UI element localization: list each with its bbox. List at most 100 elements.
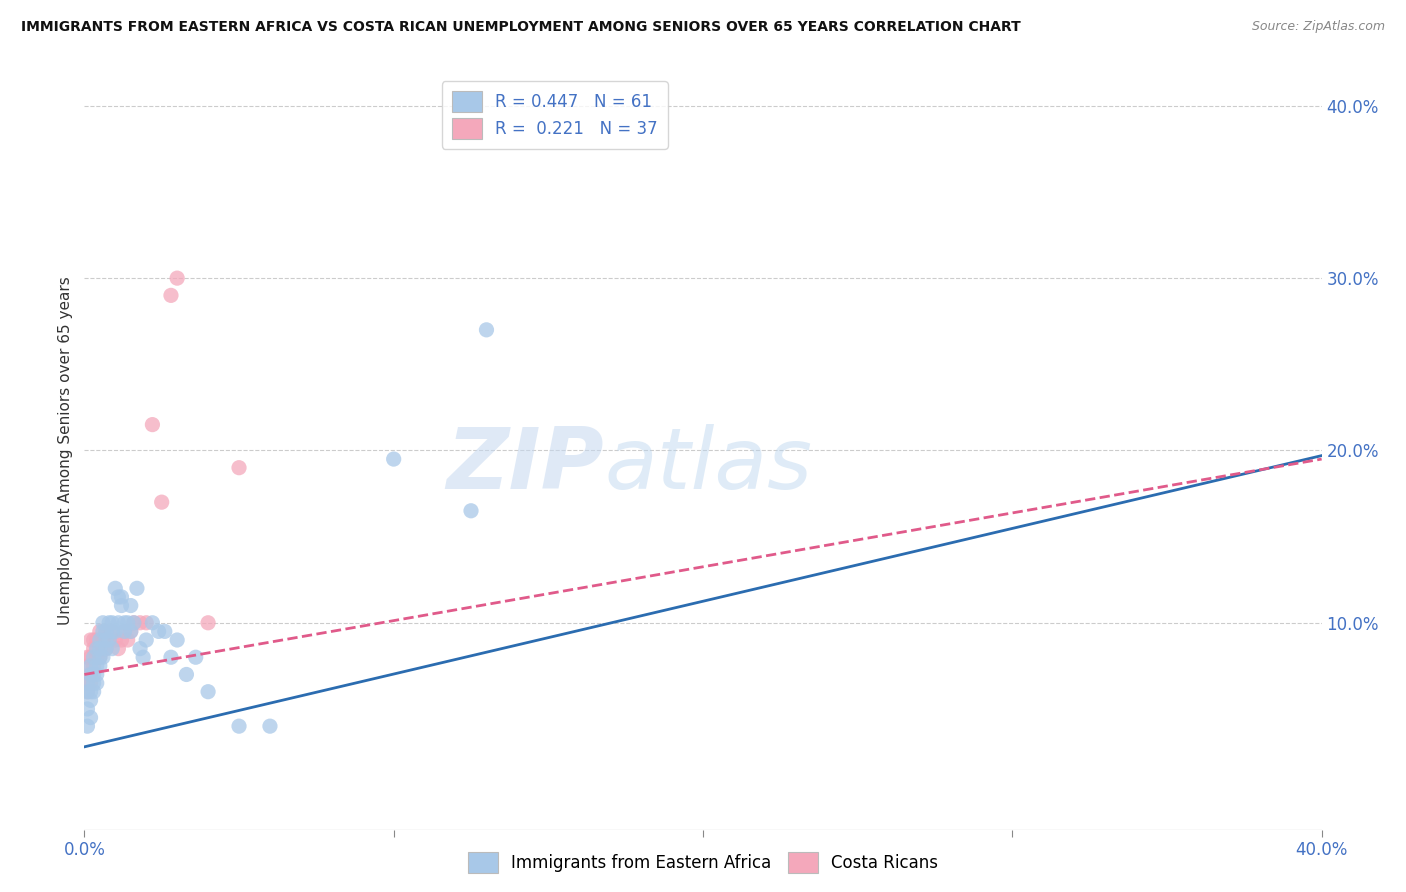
Point <box>89 641 111 656</box>
Point <box>91 624 114 639</box>
Point <box>104 624 127 639</box>
Point <box>83 633 105 648</box>
Point <box>91 615 114 630</box>
Point <box>86 641 108 656</box>
Point <box>382 452 405 467</box>
Point <box>86 633 108 648</box>
Point <box>104 633 127 648</box>
Point <box>141 615 163 630</box>
Point <box>120 624 142 639</box>
Point <box>83 650 105 665</box>
Point <box>94 641 117 656</box>
Point <box>83 658 105 673</box>
Point <box>460 504 482 518</box>
Point <box>101 624 124 639</box>
Point <box>101 624 124 639</box>
Point <box>117 615 139 630</box>
Point <box>184 650 207 665</box>
Point <box>135 633 157 648</box>
Point <box>160 288 183 302</box>
Legend: Immigrants from Eastern Africa, Costa Ricans: Immigrants from Eastern Africa, Costa Ri… <box>461 846 945 880</box>
Point <box>148 624 170 639</box>
Point <box>76 650 98 665</box>
Point <box>86 650 108 665</box>
Point <box>76 676 98 690</box>
Point <box>89 650 111 665</box>
Point <box>79 667 101 681</box>
Point <box>83 667 105 681</box>
Point <box>89 650 111 665</box>
Text: IMMIGRANTS FROM EASTERN AFRICA VS COSTA RICAN UNEMPLOYMENT AMONG SENIORS OVER 65: IMMIGRANTS FROM EASTERN AFRICA VS COSTA … <box>21 20 1021 34</box>
Point <box>197 615 219 630</box>
Point <box>135 615 157 630</box>
Point <box>197 684 219 698</box>
Point <box>76 658 98 673</box>
Point <box>228 719 250 733</box>
Point <box>98 633 121 648</box>
Point <box>475 323 498 337</box>
Point <box>122 615 145 630</box>
Point <box>83 684 105 698</box>
Y-axis label: Unemployment Among Seniors over 65 years: Unemployment Among Seniors over 65 years <box>58 277 73 624</box>
Point <box>79 676 101 690</box>
Point <box>94 624 117 639</box>
Point <box>79 710 101 724</box>
Point <box>83 641 105 656</box>
Point <box>79 650 101 665</box>
Point <box>228 460 250 475</box>
Point <box>114 615 136 630</box>
Point <box>110 633 132 648</box>
Point <box>94 624 117 639</box>
Point <box>107 615 129 630</box>
Point <box>94 641 117 656</box>
Point <box>120 624 142 639</box>
Point <box>122 615 145 630</box>
Point <box>129 615 152 630</box>
Point <box>86 641 108 656</box>
Point <box>86 667 108 681</box>
Point <box>120 599 142 613</box>
Point <box>114 624 136 639</box>
Point <box>91 650 114 665</box>
Point <box>79 693 101 707</box>
Point <box>160 650 183 665</box>
Point <box>114 624 136 639</box>
Point <box>132 650 155 665</box>
Point <box>91 633 114 648</box>
Text: ZIP: ZIP <box>446 424 605 508</box>
Point <box>86 676 108 690</box>
Point <box>176 667 198 681</box>
Point <box>76 719 98 733</box>
Point <box>129 641 152 656</box>
Point <box>79 633 101 648</box>
Point <box>110 590 132 604</box>
Point <box>101 641 124 656</box>
Point <box>107 590 129 604</box>
Point <box>150 495 173 509</box>
Point <box>76 702 98 716</box>
Point <box>117 633 139 648</box>
Text: atlas: atlas <box>605 424 813 508</box>
Point <box>101 615 124 630</box>
Point <box>94 633 117 648</box>
Point <box>91 641 114 656</box>
Point <box>79 667 101 681</box>
Point <box>110 599 132 613</box>
Point <box>104 582 127 596</box>
Point <box>141 417 163 432</box>
Point <box>76 684 98 698</box>
Point <box>79 684 101 698</box>
Point <box>166 271 188 285</box>
Point <box>79 658 101 673</box>
Point <box>89 633 111 648</box>
Point <box>89 658 111 673</box>
Point <box>86 658 108 673</box>
Point <box>76 676 98 690</box>
Point <box>107 641 129 656</box>
Text: Source: ZipAtlas.com: Source: ZipAtlas.com <box>1251 20 1385 33</box>
Point <box>76 684 98 698</box>
Point <box>166 633 188 648</box>
Point <box>89 624 111 639</box>
Point <box>83 676 105 690</box>
Point <box>98 633 121 648</box>
